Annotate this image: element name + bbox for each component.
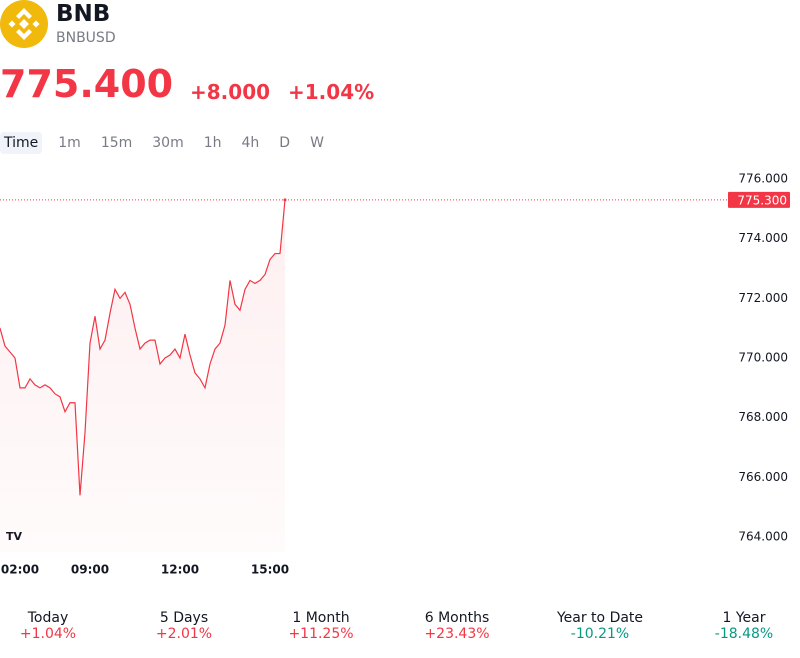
x-tick-label: 09:00 bbox=[71, 563, 109, 577]
price: 775.400 bbox=[0, 62, 174, 106]
price-line bbox=[0, 199, 286, 496]
interval-button[interactable]: 4h bbox=[241, 135, 260, 151]
performance-value: +2.01% bbox=[155, 626, 213, 642]
performance-value: -10.21% bbox=[570, 626, 630, 642]
x-tick-label: 02:00 bbox=[1, 563, 39, 577]
performance-period: 1 Year bbox=[722, 610, 766, 626]
interval-button[interactable]: 30m bbox=[152, 135, 184, 151]
performance-value: +11.25% bbox=[288, 626, 354, 642]
interval-button[interactable]: Time bbox=[0, 132, 43, 154]
performance-item[interactable]: 1 Year -18.48% bbox=[674, 610, 800, 642]
interval-button[interactable]: 1h bbox=[203, 135, 222, 151]
performance-item[interactable]: 6 Months +23.43% bbox=[387, 610, 527, 642]
performance-value: +23.43% bbox=[424, 626, 490, 642]
performance-period: 1 Month bbox=[292, 610, 350, 626]
x-tick-label: 15:00 bbox=[251, 563, 289, 577]
chart: TV 764.000766.000768.000770.000772.00077… bbox=[0, 171, 790, 577]
performance-period: Today bbox=[27, 610, 69, 626]
asset-symbol: BNBUSD bbox=[56, 30, 116, 46]
performance-period: Year to Date bbox=[556, 610, 644, 626]
y-tick-label: 776.000 bbox=[738, 171, 788, 185]
y-tick-label: 772.000 bbox=[738, 291, 788, 305]
performance-period: 5 Days bbox=[159, 610, 209, 626]
x-tick-label: 12:00 bbox=[161, 563, 199, 577]
last-price-label: 775.300 bbox=[737, 193, 787, 207]
performance-period: 6 Months bbox=[424, 610, 490, 626]
interval-button[interactable]: 15m bbox=[100, 135, 133, 151]
y-tick-label: 768.000 bbox=[738, 410, 788, 424]
y-tick-label: 764.000 bbox=[738, 530, 788, 544]
performance-item[interactable]: Year to Date -10.21% bbox=[530, 610, 670, 642]
asset-name: BNB bbox=[56, 1, 111, 27]
y-tick-label: 766.000 bbox=[738, 470, 788, 484]
interval-bar: Time 1m 15m 30m 1h 4h D W bbox=[0, 132, 336, 154]
price-change-percent: +1.04% bbox=[288, 80, 375, 104]
y-tick-label: 774.000 bbox=[738, 231, 788, 245]
performance-item[interactable]: Today +1.04% bbox=[0, 610, 118, 642]
interval-button[interactable]: W bbox=[310, 135, 324, 151]
y-tick-label: 770.000 bbox=[738, 351, 788, 365]
price-change: +8.000 bbox=[190, 80, 271, 104]
performance-item[interactable]: 1 Month +11.25% bbox=[251, 610, 391, 642]
performance-value: -18.48% bbox=[714, 626, 774, 642]
performance-value: +1.04% bbox=[19, 626, 77, 642]
interval-button[interactable]: 1m bbox=[58, 135, 81, 151]
interval-button[interactable]: D bbox=[279, 135, 291, 151]
logo bbox=[0, 0, 48, 48]
last-price-tag bbox=[728, 191, 790, 208]
performance-item[interactable]: 5 Days +2.01% bbox=[114, 610, 254, 642]
area-fill bbox=[0, 199, 285, 552]
